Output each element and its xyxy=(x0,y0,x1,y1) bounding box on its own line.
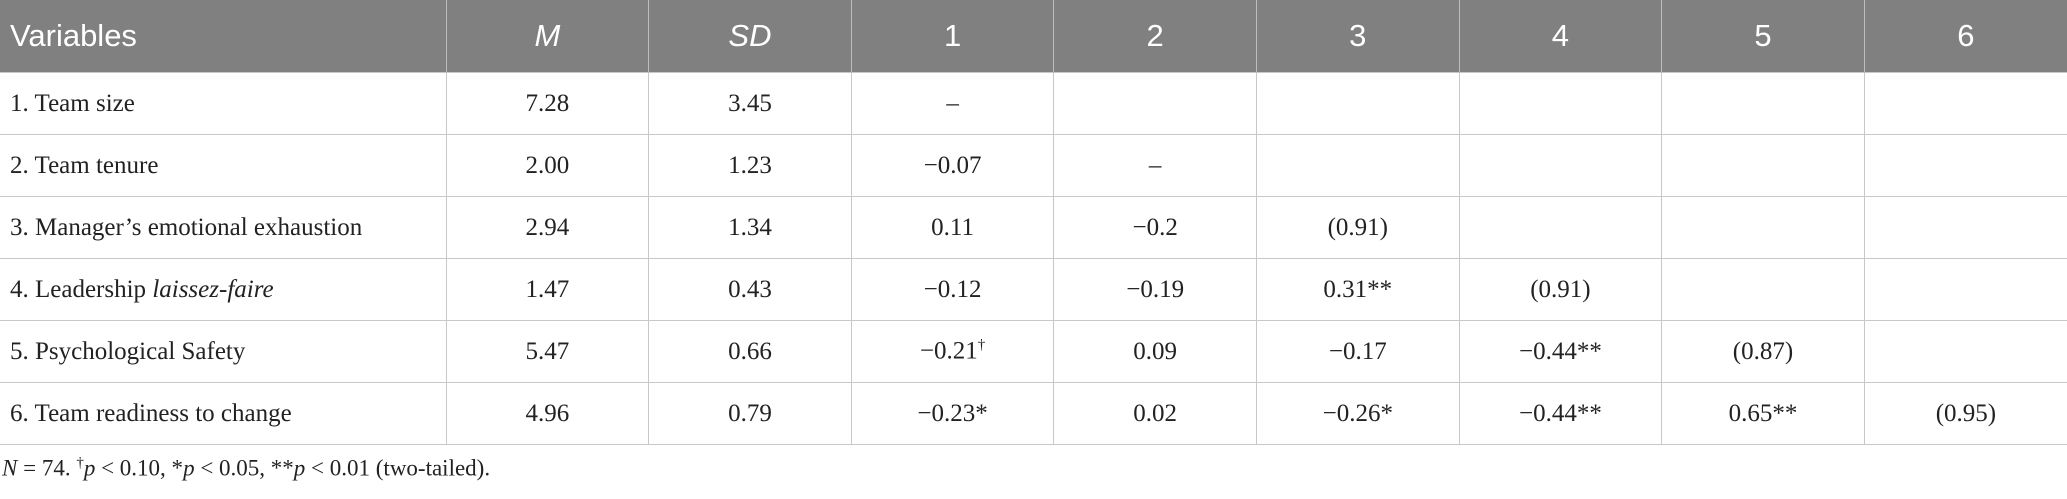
value-cell: (0.91) xyxy=(1458,258,1663,321)
table-body: 1. Team size 7.28 3.45–2. Team tenure 2.00 1… xyxy=(0,72,2067,445)
empty-cell xyxy=(1863,258,2067,321)
value-cell: 0.09 xyxy=(1053,320,1257,383)
header-cell: SD xyxy=(648,0,852,73)
footnote-part: < 0.05, ** xyxy=(194,455,294,481)
label-text: 4. Leadership xyxy=(10,275,153,303)
empty-cell xyxy=(1255,134,1460,197)
empty-cell xyxy=(1863,134,2067,197)
value-cell: −0.19 xyxy=(1053,258,1257,321)
table-row: 6. Team readiness to change 4.96 0.79 −0.23… xyxy=(0,382,2067,445)
value-cell: – xyxy=(850,72,1055,135)
empty-cell xyxy=(1255,72,1460,135)
value-cell: 5.47 xyxy=(445,320,650,383)
label-text: 3. Manager’s emotional exhaustion xyxy=(10,213,363,241)
table-row: 3. Manager’s emotional exhaustion 2.94 1.3… xyxy=(0,196,2067,259)
table-row: 2. Team tenure 2.00 1.23 −0.07– xyxy=(0,134,2067,197)
empty-cell xyxy=(1458,72,1663,135)
value-cell: −0.2 xyxy=(1053,196,1257,259)
value-cell: −0.07 xyxy=(850,134,1055,197)
variable-label: 2. Team tenure xyxy=(0,134,447,197)
variable-label: 1. Team size xyxy=(0,72,447,135)
cell-value: −0.21 xyxy=(919,337,978,365)
variable-label: 4. Leadership laissez-faire xyxy=(0,258,447,321)
value-cell: 0.31** xyxy=(1255,258,1460,321)
variable-label: 5. Psychological Safety xyxy=(0,320,447,383)
header-row: Variables M SD 1 2 3 4 5 6 xyxy=(0,0,2067,73)
value-cell: 1.23 xyxy=(648,134,852,197)
value-cell: −0.12 xyxy=(850,258,1055,321)
value-cell: 1.47 xyxy=(445,258,650,321)
value-cell: (0.87) xyxy=(1661,320,1865,383)
empty-cell xyxy=(1458,196,1663,259)
empty-cell xyxy=(1458,134,1663,197)
empty-cell xyxy=(1863,320,2067,383)
cell-sup: † xyxy=(977,337,986,354)
footnote-part: < 0.10, * xyxy=(95,455,184,481)
empty-cell xyxy=(1863,72,2067,135)
value-cell: −0.26* xyxy=(1255,382,1460,445)
value-cell: – xyxy=(1053,134,1257,197)
footnote-part: N xyxy=(2,455,18,481)
table-row: 5. Psychological Safety 5.47 0.66 −0.21† 0.0… xyxy=(0,320,2067,383)
value-cell: 7.28 xyxy=(445,72,650,135)
value-cell: 2.94 xyxy=(445,196,650,259)
footnote-part: † xyxy=(76,455,84,471)
value-cell: 0.11 xyxy=(850,196,1055,259)
header-cell: 6 xyxy=(1863,0,2067,73)
empty-cell xyxy=(1661,258,1865,321)
empty-cell xyxy=(1863,196,2067,259)
value-cell: 1.34 xyxy=(648,196,852,259)
value-cell: 4.96 xyxy=(445,382,650,445)
label-text: 5. Psychological Safety xyxy=(10,337,246,365)
label-text: 6. Team readiness to change xyxy=(10,399,292,427)
label-italic: laissez-faire xyxy=(152,275,274,303)
footnote: N = 74. †p < 0.10, *p < 0.05, **p < 0.01… xyxy=(2,455,2067,482)
value-cell: 0.02 xyxy=(1053,382,1257,445)
value-cell: 0.66 xyxy=(648,320,852,383)
value-cell: −0.44** xyxy=(1458,320,1663,383)
value-cell: (0.95) xyxy=(1863,382,2067,445)
variable-label: 3. Manager’s emotional exhaustion xyxy=(0,196,447,259)
empty-cell xyxy=(1053,72,1257,135)
value-cell: 0.43 xyxy=(648,258,852,321)
value-cell: −0.44** xyxy=(1458,382,1663,445)
header-cell: M xyxy=(445,0,649,73)
table-row: 1. Team size 7.28 3.45– xyxy=(0,72,2067,135)
empty-cell xyxy=(1661,134,1865,197)
header-cell: Variables xyxy=(0,0,447,73)
empty-cell xyxy=(1661,72,1865,135)
header-cell: 5 xyxy=(1661,0,1865,73)
table-row: 4. Leadership laissez-faire 1.47 0.43 −0.12… xyxy=(0,258,2067,321)
value-cell: −0.23* xyxy=(850,382,1055,445)
value-cell: (0.91) xyxy=(1255,196,1460,259)
header-cell: 2 xyxy=(1053,0,1257,73)
value-cell: 0.79 xyxy=(648,382,852,445)
footnote-part: < 0.01 (two-tailed). xyxy=(305,455,491,481)
correlation-table: Variables M SD 1 2 3 4 5 6 1. Team size 7.28 3.45–… xyxy=(0,0,2067,445)
value-cell: 0.65** xyxy=(1661,382,1865,445)
label-text: 1. Team size xyxy=(10,89,135,117)
footnote-part: p xyxy=(83,455,96,481)
value-cell: 2.00 xyxy=(445,134,650,197)
header-cell: 4 xyxy=(1458,0,1662,73)
label-text: 2. Team tenure xyxy=(10,151,159,179)
value-cell: 3.45 xyxy=(648,72,852,135)
value-cell: −0.17 xyxy=(1255,320,1460,383)
header-cell: 1 xyxy=(850,0,1054,73)
footnote-part: p xyxy=(183,455,195,481)
header-cell: 3 xyxy=(1255,0,1460,73)
variable-label: 6. Team readiness to change xyxy=(0,382,447,445)
footnote-part: = 74. xyxy=(17,455,77,481)
empty-cell xyxy=(1661,196,1865,259)
footnote-part: p xyxy=(293,455,306,481)
value-cell: −0.21† xyxy=(850,320,1055,383)
